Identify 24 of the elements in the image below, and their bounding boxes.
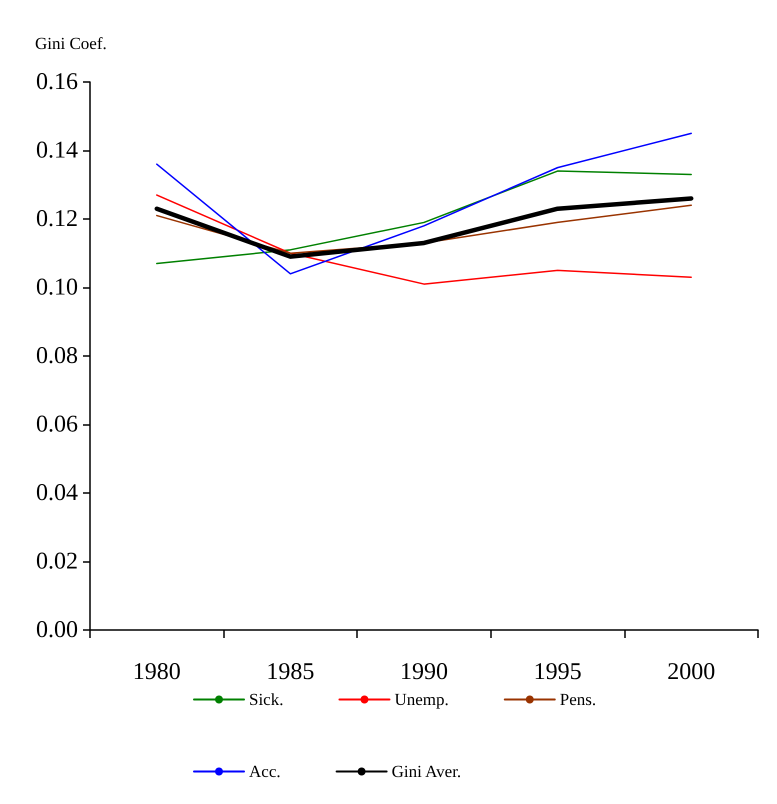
line-series bbox=[154, 196, 694, 259]
line-series bbox=[156, 170, 692, 264]
line-series bbox=[156, 194, 692, 285]
y-tick-label: 0.08 bbox=[36, 343, 78, 369]
line-series bbox=[156, 132, 692, 275]
y-tick-label: 0.12 bbox=[36, 206, 78, 232]
x-tick-label: 1990 bbox=[400, 659, 448, 685]
x-tick-label: 1985 bbox=[266, 659, 314, 685]
y-tick-label: 0.10 bbox=[36, 274, 78, 300]
y-tick-label: 0.02 bbox=[36, 548, 78, 574]
legend-label: Sick. bbox=[249, 690, 284, 709]
y-tick-label: 0.14 bbox=[36, 138, 78, 164]
y-axis-title: Gini Coef. bbox=[35, 34, 107, 53]
y-tick-label: 0.16 bbox=[36, 69, 78, 95]
legend-label: Acc. bbox=[249, 762, 281, 781]
y-tick-label: 0.06 bbox=[36, 412, 78, 438]
y-tick-label: 0.00 bbox=[36, 617, 78, 643]
legend-label: Gini Aver. bbox=[392, 762, 462, 781]
x-tick-label: 2000 bbox=[667, 659, 716, 685]
y-tick-label: 0.04 bbox=[36, 480, 78, 506]
x-tick-label: 1980 bbox=[132, 659, 181, 685]
x-tick-label: 1995 bbox=[534, 659, 582, 685]
legend-label: Pens. bbox=[560, 690, 596, 709]
legend-label: Unemp. bbox=[394, 690, 449, 709]
